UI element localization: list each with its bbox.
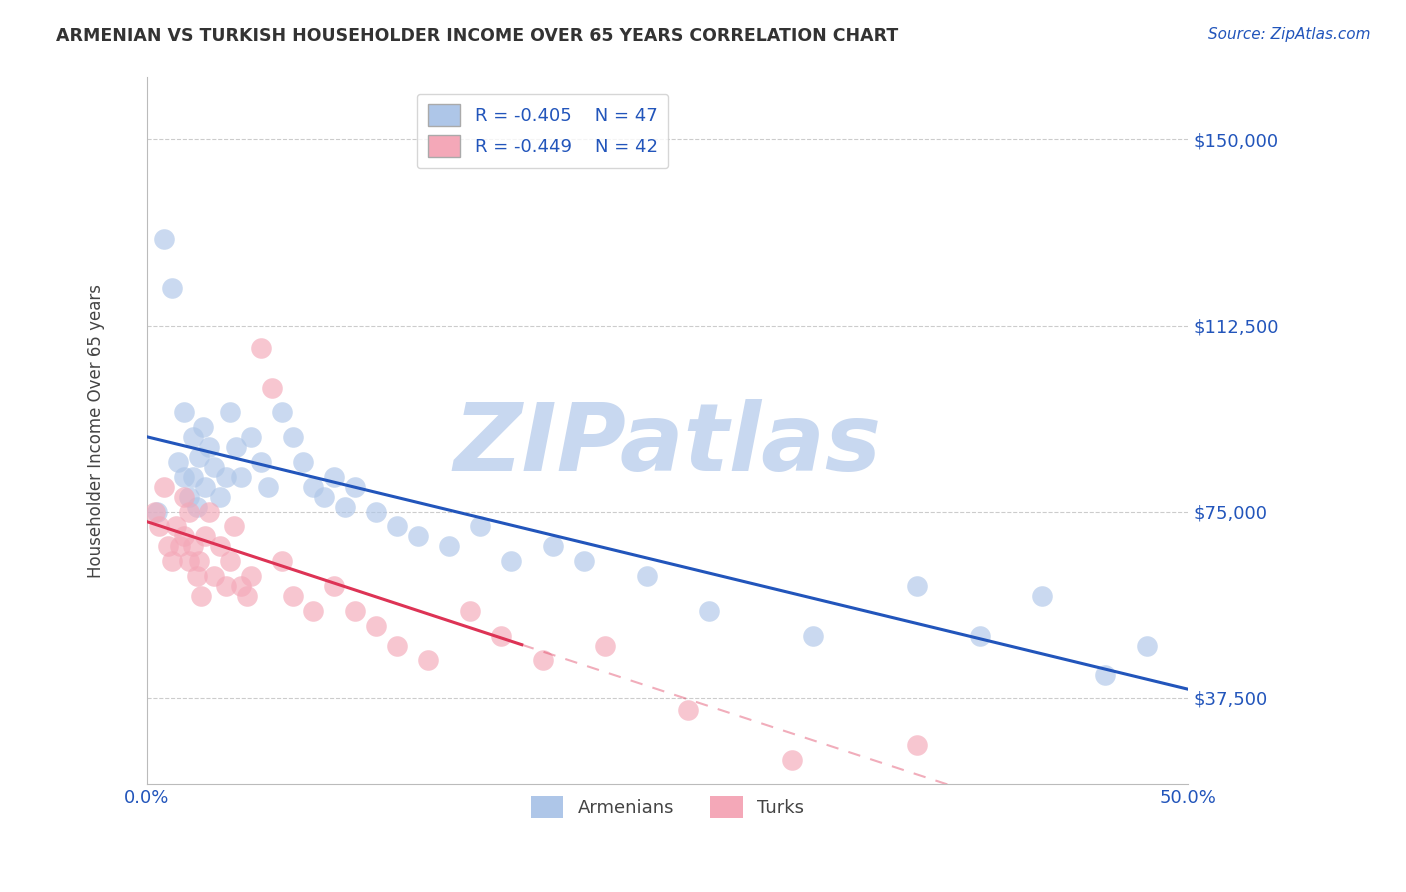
- Point: [385, 519, 408, 533]
- Point: [468, 519, 491, 533]
- Legend: Armenians, Turks: Armenians, Turks: [523, 789, 811, 825]
- Point: [489, 629, 512, 643]
- Point: [271, 554, 294, 568]
- Point: [219, 554, 242, 568]
- Point: [1135, 639, 1157, 653]
- Point: [416, 653, 439, 667]
- Point: [165, 519, 187, 533]
- Point: [344, 604, 367, 618]
- Point: [219, 405, 242, 419]
- Point: [173, 490, 195, 504]
- Point: [907, 579, 929, 593]
- Point: [173, 529, 195, 543]
- Point: [256, 480, 278, 494]
- Point: [437, 539, 460, 553]
- Point: [364, 504, 387, 518]
- Point: [188, 554, 211, 568]
- Point: [1031, 589, 1053, 603]
- Point: [186, 569, 208, 583]
- Point: [181, 430, 204, 444]
- Point: [191, 420, 214, 434]
- Point: [160, 281, 183, 295]
- Point: [152, 232, 174, 246]
- Point: [146, 504, 169, 518]
- Point: [167, 455, 190, 469]
- Point: [240, 430, 263, 444]
- Point: [260, 380, 283, 394]
- Point: [458, 604, 481, 618]
- Point: [541, 539, 564, 553]
- Point: [156, 539, 179, 553]
- Point: [173, 405, 195, 419]
- Point: [281, 589, 304, 603]
- Point: [224, 519, 246, 533]
- Point: [152, 480, 174, 494]
- Point: [250, 341, 273, 355]
- Point: [202, 569, 225, 583]
- Point: [312, 490, 335, 504]
- Point: [198, 440, 221, 454]
- Point: [198, 504, 221, 518]
- Point: [229, 470, 252, 484]
- Point: [323, 470, 346, 484]
- Point: [406, 529, 429, 543]
- Point: [801, 629, 824, 643]
- Point: [143, 504, 166, 518]
- Point: [215, 470, 238, 484]
- Point: [190, 589, 212, 603]
- Text: Source: ZipAtlas.com: Source: ZipAtlas.com: [1208, 27, 1371, 42]
- Point: [188, 450, 211, 464]
- Point: [271, 405, 294, 419]
- Point: [194, 480, 217, 494]
- Point: [215, 579, 238, 593]
- Point: [574, 554, 596, 568]
- Point: [229, 579, 252, 593]
- Point: [173, 470, 195, 484]
- Point: [678, 703, 700, 717]
- Point: [292, 455, 315, 469]
- Point: [250, 455, 273, 469]
- Point: [177, 490, 200, 504]
- Point: [302, 604, 325, 618]
- Y-axis label: Householder Income Over 65 years: Householder Income Over 65 years: [87, 284, 105, 578]
- Point: [782, 753, 804, 767]
- Point: [501, 554, 523, 568]
- Point: [333, 500, 356, 514]
- Point: [344, 480, 367, 494]
- Point: [240, 569, 263, 583]
- Point: [364, 618, 387, 632]
- Point: [907, 738, 929, 752]
- Point: [202, 459, 225, 474]
- Point: [323, 579, 346, 593]
- Point: [385, 639, 408, 653]
- Point: [194, 529, 217, 543]
- Point: [160, 554, 183, 568]
- Point: [281, 430, 304, 444]
- Text: ZIPatlas: ZIPatlas: [454, 399, 882, 491]
- Point: [169, 539, 191, 553]
- Point: [208, 539, 231, 553]
- Point: [208, 490, 231, 504]
- Text: ARMENIAN VS TURKISH HOUSEHOLDER INCOME OVER 65 YEARS CORRELATION CHART: ARMENIAN VS TURKISH HOUSEHOLDER INCOME O…: [56, 27, 898, 45]
- Point: [186, 500, 208, 514]
- Point: [225, 440, 247, 454]
- Point: [181, 539, 204, 553]
- Point: [636, 569, 658, 583]
- Point: [148, 519, 170, 533]
- Point: [531, 653, 554, 667]
- Point: [302, 480, 325, 494]
- Point: [1094, 668, 1116, 682]
- Point: [181, 470, 204, 484]
- Point: [177, 504, 200, 518]
- Point: [969, 629, 991, 643]
- Point: [177, 554, 200, 568]
- Point: [236, 589, 259, 603]
- Point: [593, 639, 616, 653]
- Point: [697, 604, 720, 618]
